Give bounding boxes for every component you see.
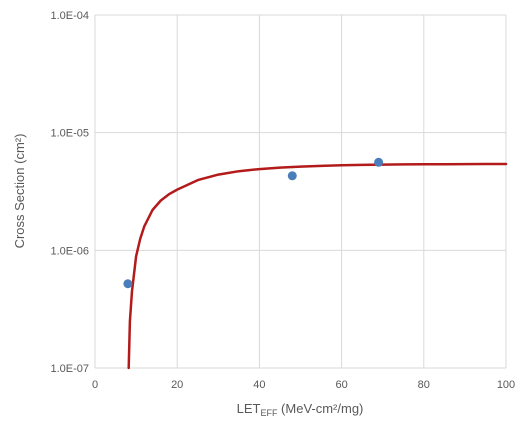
x-tick-label: 0 <box>92 379 98 391</box>
fit-curve-line <box>127 162 508 370</box>
data-point <box>374 157 384 167</box>
grid <box>94 14 507 369</box>
data-point <box>287 171 297 181</box>
x-tick-label: 40 <box>253 379 265 391</box>
x-tick-label: 60 <box>335 379 347 391</box>
y-tick-label: 1.0E-04 <box>50 10 89 22</box>
y-tick-label: 1.0E-07 <box>50 363 89 375</box>
x-tick-label: 100 <box>497 379 515 391</box>
y-axis-title: Cross Section (cm²) <box>12 134 27 249</box>
x-tick-label: 20 <box>171 379 183 391</box>
x-tick-label: 80 <box>418 379 430 391</box>
x-axis-title: LETEFF (MeV-cm²/mg) <box>237 401 364 418</box>
x-tick-labels: 0 20 40 60 80 100 <box>92 379 515 391</box>
y-tick-labels: 1.0E-07 1.0E-06 1.0E-05 1.0E-04 <box>50 10 89 375</box>
data-point <box>123 279 133 289</box>
y-tick-label: 1.0E-05 <box>50 128 89 140</box>
y-tick-label: 1.0E-06 <box>50 245 89 257</box>
data-series <box>123 157 508 370</box>
